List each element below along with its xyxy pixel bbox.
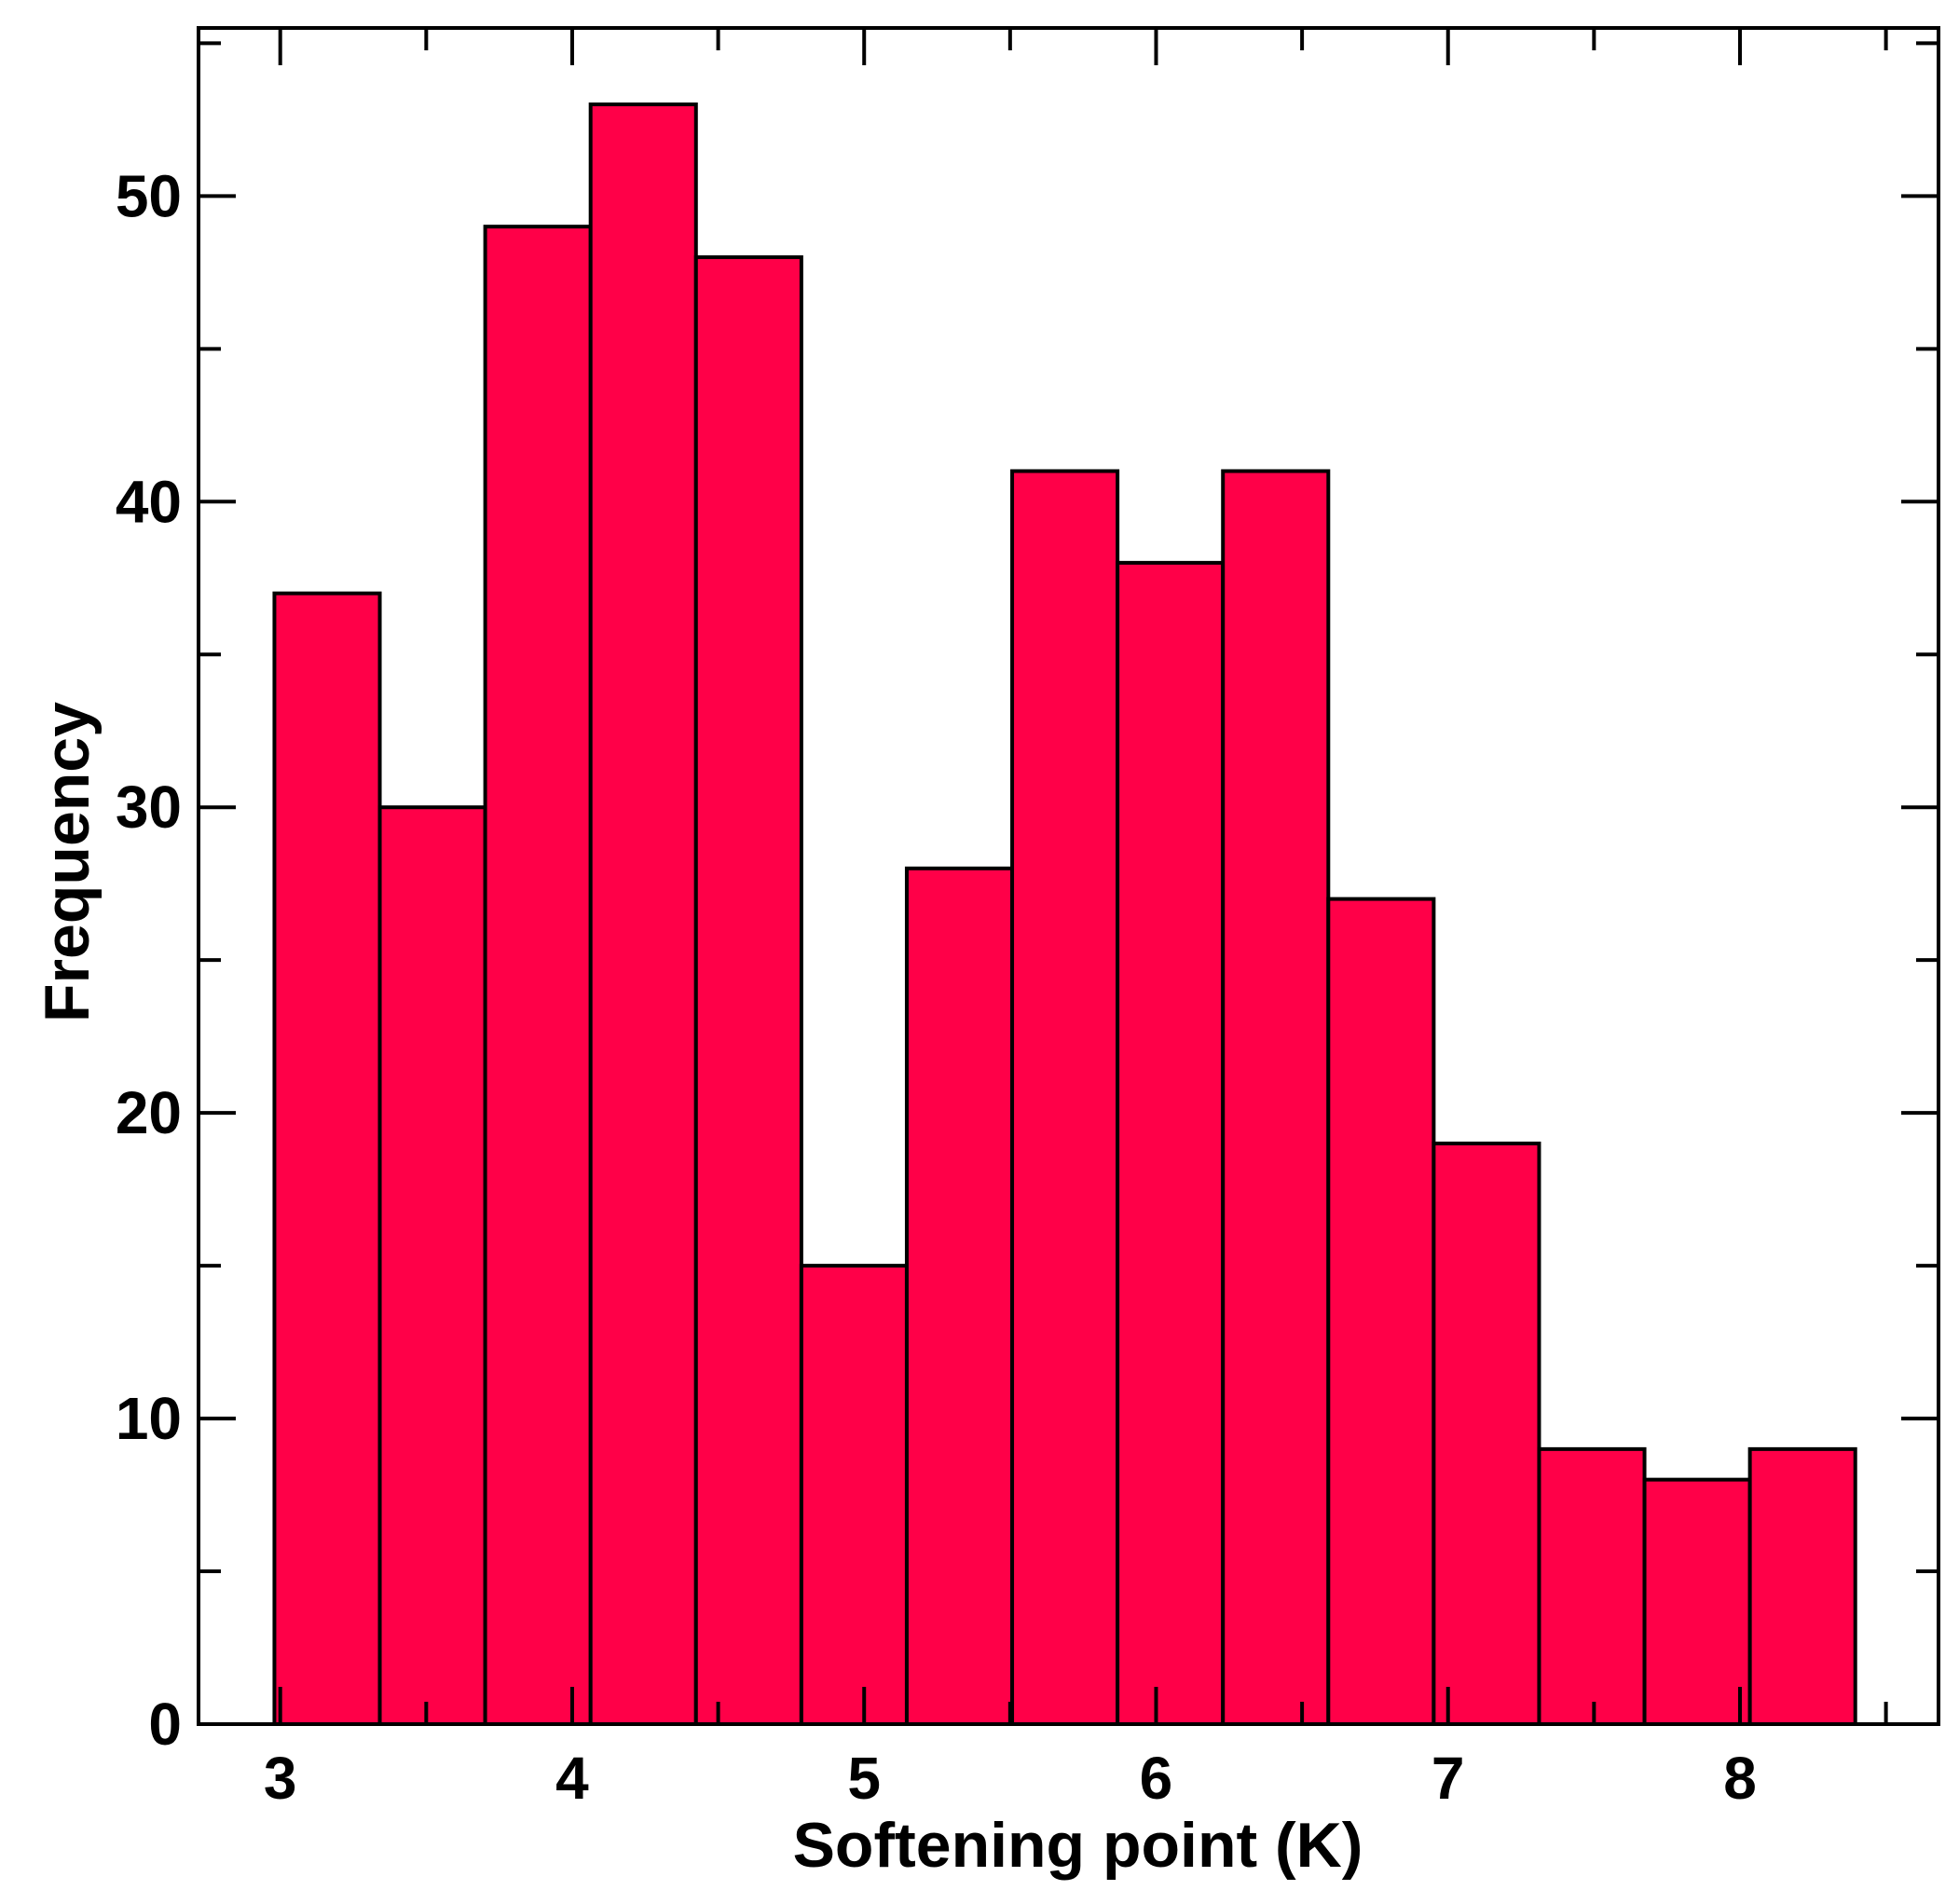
ticks-group (199, 28, 1938, 1726)
histogram-bar (693, 254, 803, 1727)
histogram-bar (1747, 1446, 1857, 1726)
y-tick-label: 20 (116, 1079, 182, 1146)
histogram-bar (904, 866, 1015, 1726)
x-tick-label: 7 (1432, 1745, 1465, 1812)
histogram-bar (588, 102, 698, 1727)
y-tick-label: 50 (116, 162, 182, 229)
histogram-bar (1537, 1446, 1647, 1726)
histogram-bar (1432, 1141, 1541, 1726)
histogram-bar (272, 591, 382, 1727)
y-tick-label: 10 (116, 1385, 182, 1452)
x-tick-label: 6 (1140, 1745, 1173, 1812)
histogram-bar (377, 805, 487, 1726)
histogram-bar (1221, 469, 1331, 1726)
bars-group (272, 102, 1857, 1727)
histogram-bar (1116, 560, 1226, 1726)
y-axis-label: Frequency (32, 702, 103, 1022)
y-tick-label: 0 (148, 1691, 182, 1758)
histogram-bar (483, 225, 593, 1726)
x-tick-label: 4 (555, 1745, 589, 1812)
x-tick-label: 8 (1723, 1745, 1757, 1812)
histogram-bar (799, 1264, 909, 1727)
tick-labels-group: 0 10 20 30 40 50 3 4 5 6 7 8 (116, 162, 1757, 1812)
y-tick-label: 40 (116, 468, 182, 535)
histogram-bar (1326, 897, 1436, 1726)
x-tick-label: 5 (847, 1745, 881, 1812)
x-tick-label: 3 (264, 1745, 297, 1812)
y-tick-label: 30 (116, 774, 182, 841)
histogram-bar (1010, 469, 1120, 1726)
x-axis-label: Softening point (K) (793, 1810, 1363, 1881)
histogram-bar (1642, 1477, 1752, 1727)
plot-frame (197, 26, 1940, 1726)
